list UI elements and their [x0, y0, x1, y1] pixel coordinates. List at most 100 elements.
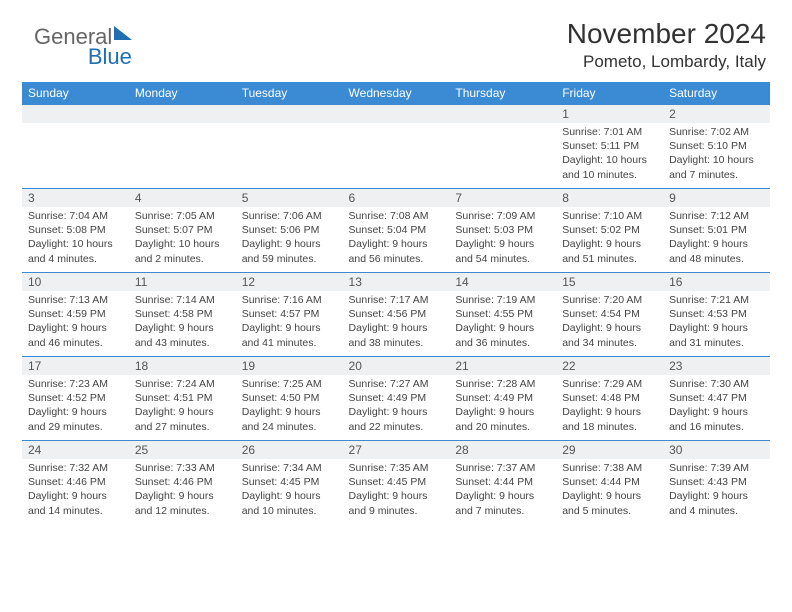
calendar-table: Sunday Monday Tuesday Wednesday Thursday…	[22, 82, 770, 525]
sunset-line: Sunset: 4:49 PM	[455, 391, 550, 405]
day-details: Sunrise: 7:27 AMSunset: 4:49 PMDaylight:…	[349, 375, 444, 434]
sunset-line: Sunset: 4:48 PM	[562, 391, 657, 405]
week-row: 10Sunrise: 7:13 AMSunset: 4:59 PMDayligh…	[22, 273, 770, 357]
sunset-line: Sunset: 4:44 PM	[455, 475, 550, 489]
sunrise-line: Sunrise: 7:38 AM	[562, 461, 657, 475]
day-details: Sunrise: 7:23 AMSunset: 4:52 PMDaylight:…	[28, 375, 123, 434]
daylight-line: Daylight: 9 hours and 20 minutes.	[455, 405, 550, 433]
day-details: Sunrise: 7:01 AMSunset: 5:11 PMDaylight:…	[562, 123, 657, 182]
sunset-line: Sunset: 5:04 PM	[349, 223, 444, 237]
sunset-line: Sunset: 4:44 PM	[562, 475, 657, 489]
day-number: 4	[129, 189, 236, 207]
day-number: 6	[343, 189, 450, 207]
sunset-line: Sunset: 4:47 PM	[669, 391, 764, 405]
day-number: 7	[449, 189, 556, 207]
sunrise-line: Sunrise: 7:10 AM	[562, 209, 657, 223]
daylight-line: Daylight: 9 hours and 54 minutes.	[455, 237, 550, 265]
day-number: 20	[343, 357, 450, 375]
daylight-line: Daylight: 9 hours and 38 minutes.	[349, 321, 444, 349]
day-number: 28	[449, 441, 556, 459]
sunset-line: Sunset: 4:46 PM	[135, 475, 230, 489]
sunrise-line: Sunrise: 7:34 AM	[242, 461, 337, 475]
day-details: Sunrise: 7:34 AMSunset: 4:45 PMDaylight:…	[242, 459, 337, 518]
daylight-line: Daylight: 9 hours and 56 minutes.	[349, 237, 444, 265]
daylight-line: Daylight: 9 hours and 59 minutes.	[242, 237, 337, 265]
sunrise-line: Sunrise: 7:32 AM	[28, 461, 123, 475]
week-row: 3Sunrise: 7:04 AMSunset: 5:08 PMDaylight…	[22, 189, 770, 273]
day-cell: 21Sunrise: 7:28 AMSunset: 4:49 PMDayligh…	[449, 357, 556, 441]
day-details: Sunrise: 7:33 AMSunset: 4:46 PMDaylight:…	[135, 459, 230, 518]
day-cell: 27Sunrise: 7:35 AMSunset: 4:45 PMDayligh…	[343, 441, 450, 525]
sunrise-line: Sunrise: 7:33 AM	[135, 461, 230, 475]
day-number: 16	[663, 273, 770, 291]
day-cell	[236, 105, 343, 189]
sunset-line: Sunset: 4:58 PM	[135, 307, 230, 321]
header: November 2024 Pometo, Lombardy, Italy	[22, 18, 770, 72]
daylight-line: Daylight: 10 hours and 4 minutes.	[28, 237, 123, 265]
day-details: Sunrise: 7:25 AMSunset: 4:50 PMDaylight:…	[242, 375, 337, 434]
day-number: 1	[556, 105, 663, 123]
day-cell: 4Sunrise: 7:05 AMSunset: 5:07 PMDaylight…	[129, 189, 236, 273]
daylight-line: Daylight: 9 hours and 22 minutes.	[349, 405, 444, 433]
day-number: 29	[556, 441, 663, 459]
day-number: 21	[449, 357, 556, 375]
empty-day-band	[129, 105, 236, 123]
sunrise-line: Sunrise: 7:19 AM	[455, 293, 550, 307]
day-details: Sunrise: 7:19 AMSunset: 4:55 PMDaylight:…	[455, 291, 550, 350]
daylight-line: Daylight: 9 hours and 12 minutes.	[135, 489, 230, 517]
daylight-line: Daylight: 9 hours and 36 minutes.	[455, 321, 550, 349]
daylight-line: Daylight: 9 hours and 16 minutes.	[669, 405, 764, 433]
day-cell	[343, 105, 450, 189]
day-cell: 18Sunrise: 7:24 AMSunset: 4:51 PMDayligh…	[129, 357, 236, 441]
location-subtitle: Pometo, Lombardy, Italy	[22, 52, 766, 72]
sunset-line: Sunset: 4:45 PM	[242, 475, 337, 489]
day-number: 3	[22, 189, 129, 207]
day-number: 15	[556, 273, 663, 291]
sunset-line: Sunset: 4:51 PM	[135, 391, 230, 405]
daylight-line: Daylight: 10 hours and 10 minutes.	[562, 153, 657, 181]
week-row: 1Sunrise: 7:01 AMSunset: 5:11 PMDaylight…	[22, 105, 770, 189]
sunset-line: Sunset: 5:02 PM	[562, 223, 657, 237]
day-details: Sunrise: 7:05 AMSunset: 5:07 PMDaylight:…	[135, 207, 230, 266]
day-cell	[449, 105, 556, 189]
sunrise-line: Sunrise: 7:06 AM	[242, 209, 337, 223]
sunrise-line: Sunrise: 7:09 AM	[455, 209, 550, 223]
week-row: 17Sunrise: 7:23 AMSunset: 4:52 PMDayligh…	[22, 357, 770, 441]
sunset-line: Sunset: 4:45 PM	[349, 475, 444, 489]
daylight-line: Daylight: 9 hours and 24 minutes.	[242, 405, 337, 433]
day-number: 19	[236, 357, 343, 375]
sunset-line: Sunset: 4:53 PM	[669, 307, 764, 321]
sunset-line: Sunset: 4:43 PM	[669, 475, 764, 489]
day-number: 9	[663, 189, 770, 207]
day-cell: 22Sunrise: 7:29 AMSunset: 4:48 PMDayligh…	[556, 357, 663, 441]
sunset-line: Sunset: 4:54 PM	[562, 307, 657, 321]
col-saturday: Saturday	[663, 82, 770, 105]
empty-day-band	[236, 105, 343, 123]
daylight-line: Daylight: 9 hours and 46 minutes.	[28, 321, 123, 349]
sunset-line: Sunset: 5:03 PM	[455, 223, 550, 237]
daylight-line: Daylight: 9 hours and 7 minutes.	[455, 489, 550, 517]
day-number: 13	[343, 273, 450, 291]
day-number: 8	[556, 189, 663, 207]
sunset-line: Sunset: 5:01 PM	[669, 223, 764, 237]
daylight-line: Daylight: 9 hours and 14 minutes.	[28, 489, 123, 517]
sunrise-line: Sunrise: 7:13 AM	[28, 293, 123, 307]
sunset-line: Sunset: 4:52 PM	[28, 391, 123, 405]
daylight-line: Daylight: 9 hours and 43 minutes.	[135, 321, 230, 349]
day-details: Sunrise: 7:13 AMSunset: 4:59 PMDaylight:…	[28, 291, 123, 350]
sunset-line: Sunset: 4:59 PM	[28, 307, 123, 321]
col-wednesday: Wednesday	[343, 82, 450, 105]
daylight-line: Daylight: 9 hours and 10 minutes.	[242, 489, 337, 517]
day-cell: 5Sunrise: 7:06 AMSunset: 5:06 PMDaylight…	[236, 189, 343, 273]
sunset-line: Sunset: 4:55 PM	[455, 307, 550, 321]
empty-day-band	[343, 105, 450, 123]
daylight-line: Daylight: 9 hours and 34 minutes.	[562, 321, 657, 349]
day-number: 5	[236, 189, 343, 207]
day-cell: 26Sunrise: 7:34 AMSunset: 4:45 PMDayligh…	[236, 441, 343, 525]
empty-day-band	[449, 105, 556, 123]
day-number: 26	[236, 441, 343, 459]
col-monday: Monday	[129, 82, 236, 105]
day-number: 11	[129, 273, 236, 291]
day-details: Sunrise: 7:37 AMSunset: 4:44 PMDaylight:…	[455, 459, 550, 518]
empty-day-band	[22, 105, 129, 123]
